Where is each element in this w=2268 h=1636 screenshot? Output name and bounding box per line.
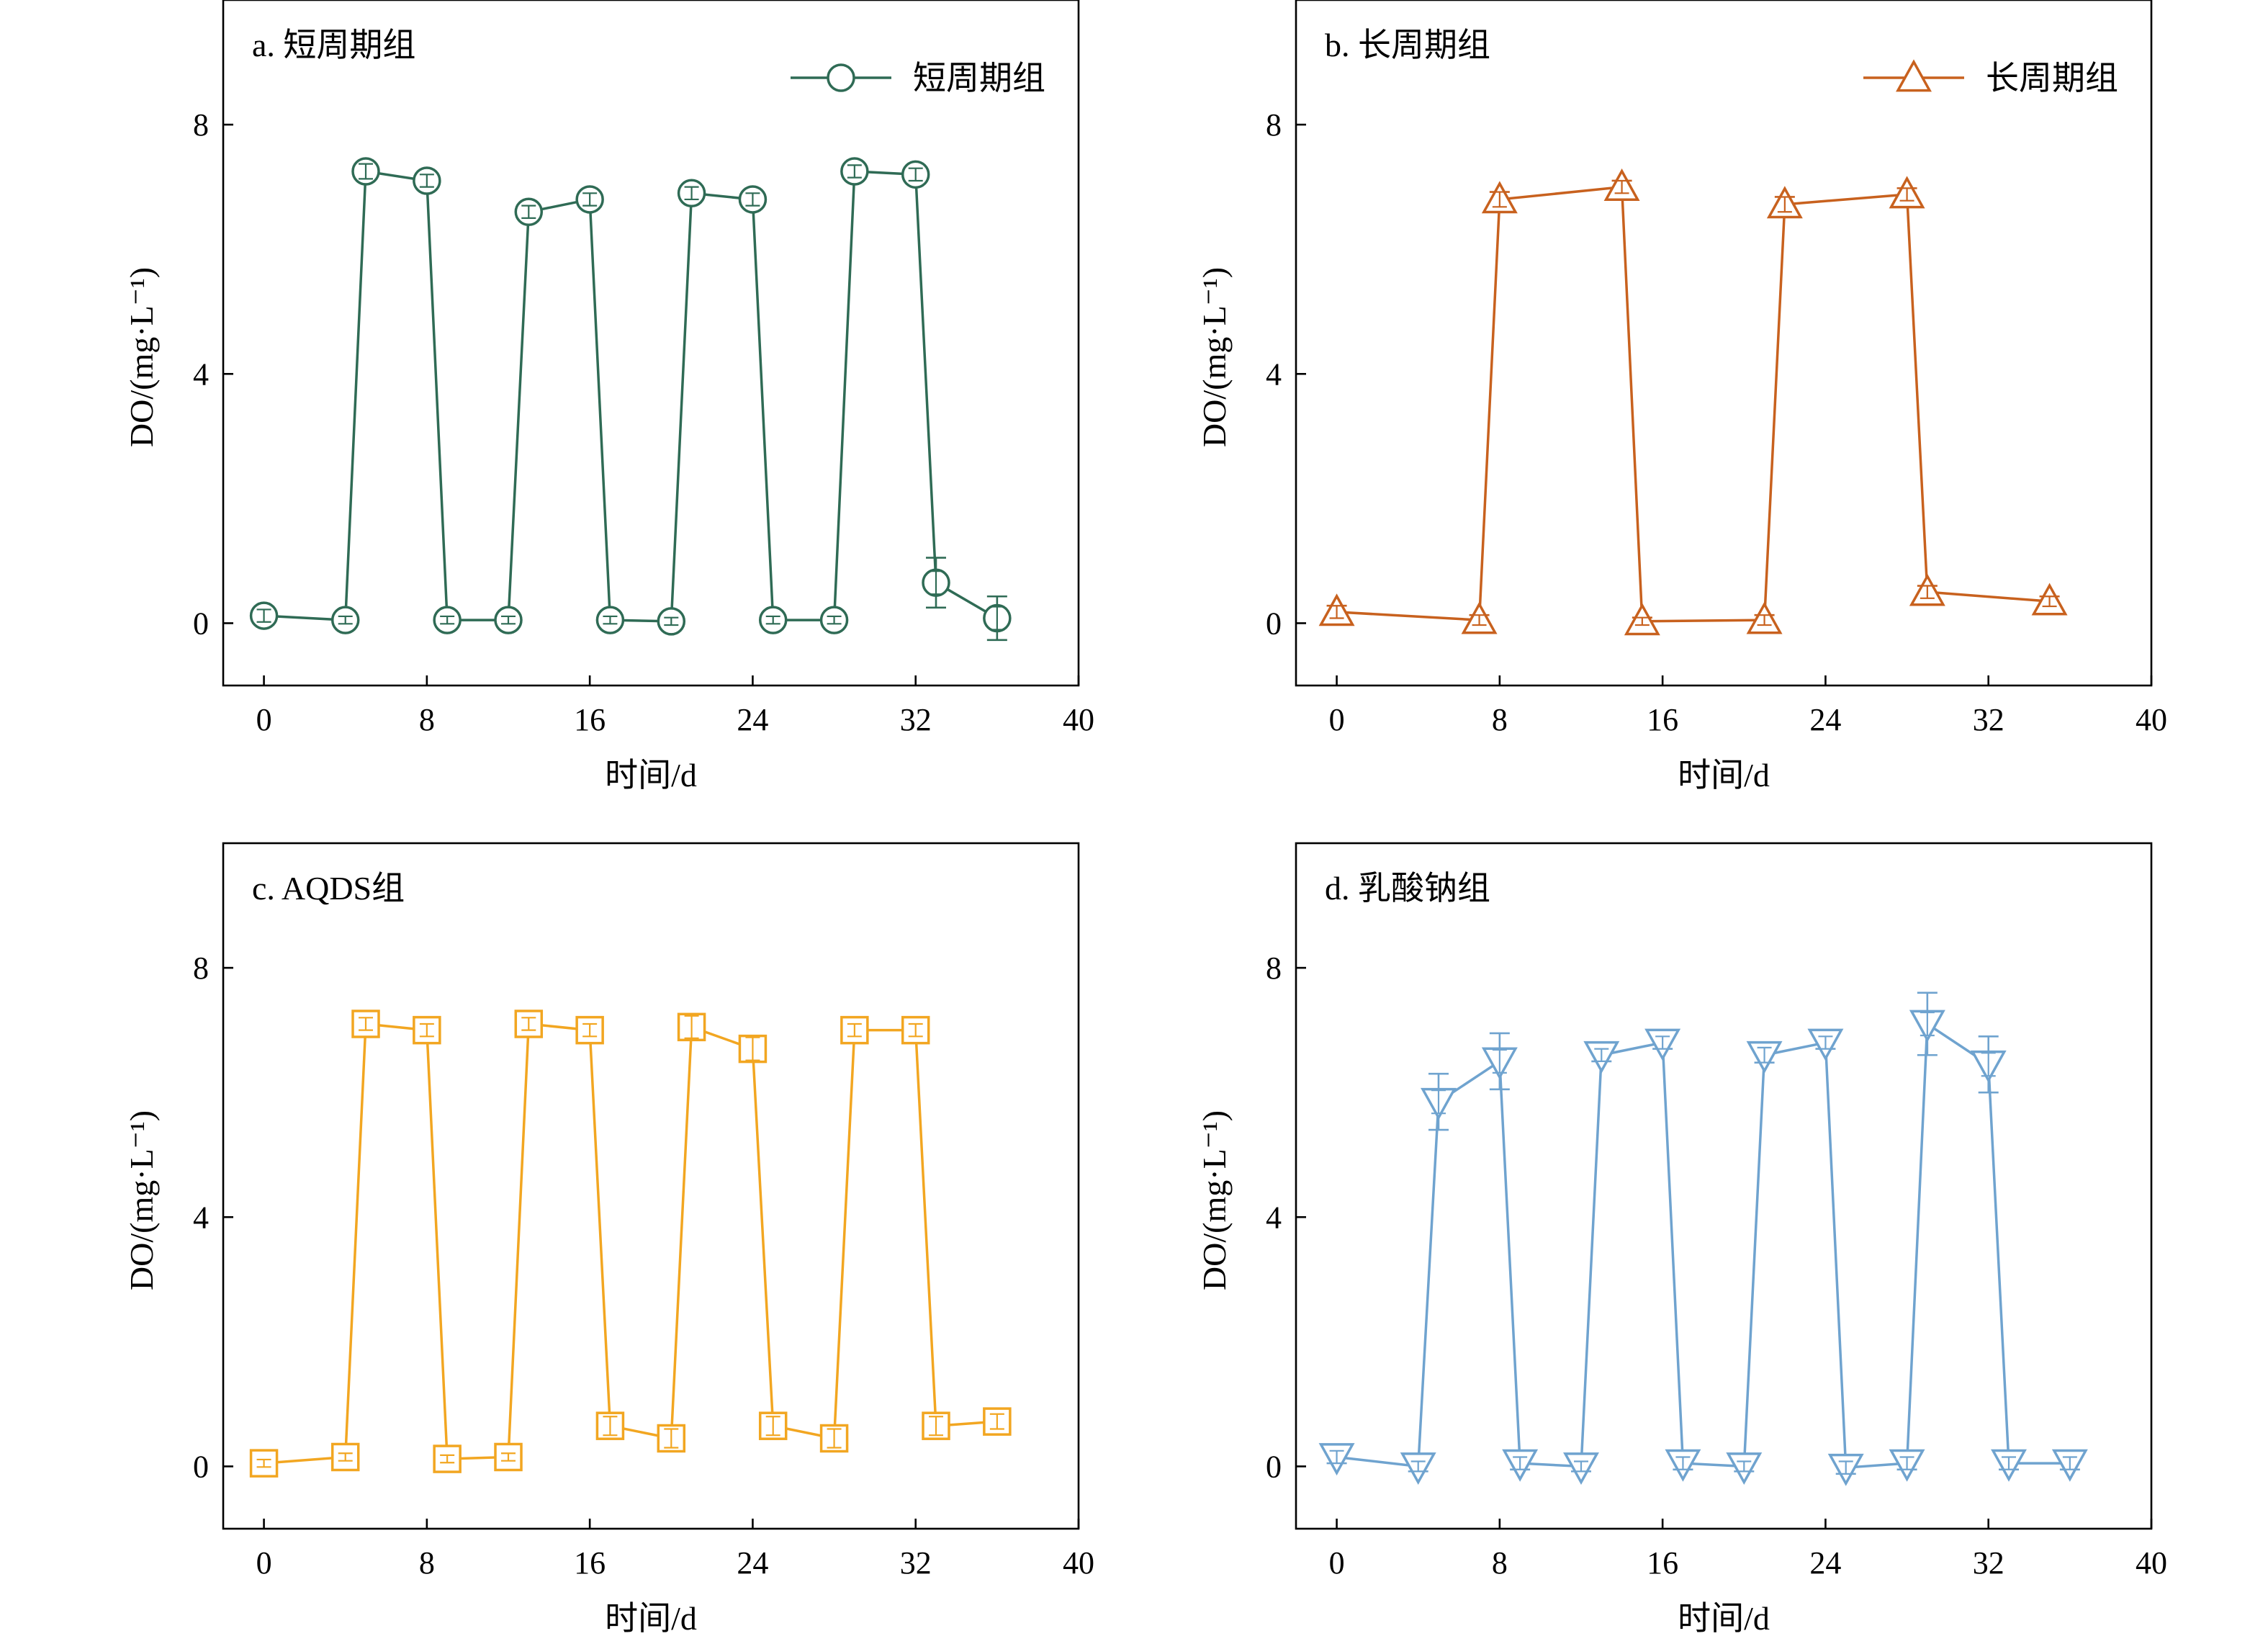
y-tick-label: 8 xyxy=(1266,107,1282,143)
y-tick-label: 0 xyxy=(1266,1449,1282,1484)
y-axis-label: DO/(mg·L⁻¹) xyxy=(123,267,160,447)
y-axis-label: DO/(mg·L⁻¹) xyxy=(1196,267,1233,447)
x-tick-label: 0 xyxy=(1329,702,1345,737)
x-axis-label: 时间/d xyxy=(605,1600,697,1636)
x-tick-label: 32 xyxy=(900,1545,932,1581)
x-tick-label: 24 xyxy=(737,1545,768,1581)
legend-label: 长周期组 xyxy=(1986,60,2118,96)
series-line xyxy=(1336,185,2050,623)
x-tick-label: 40 xyxy=(2136,1545,2167,1581)
legend: 长周期组 xyxy=(1863,59,2118,96)
x-tick-label: 32 xyxy=(900,702,932,737)
legend-marker xyxy=(1896,59,1932,92)
x-tick-label: 40 xyxy=(1063,702,1094,737)
panel-title: b. 长周期组 xyxy=(1325,27,1490,63)
data-point xyxy=(330,1442,360,1472)
plot-frame xyxy=(1295,842,2153,1530)
x-tick-label: 24 xyxy=(737,702,768,737)
series-line xyxy=(264,169,998,623)
plot-frame xyxy=(1295,0,2153,687)
series-line xyxy=(1336,1021,2070,1470)
y-tick-label: 8 xyxy=(193,950,209,986)
plot-frame xyxy=(222,842,1080,1530)
x-tick-label: 0 xyxy=(1329,1545,1345,1581)
legend-label: 短周期组 xyxy=(913,60,1045,96)
x-tick-label: 40 xyxy=(2136,702,2167,737)
legend: 短周期组 xyxy=(791,60,1045,96)
x-tick-label: 8 xyxy=(419,702,435,737)
panel-title: d. 乳酸钠组 xyxy=(1325,870,1490,907)
x-tick-label: 16 xyxy=(574,702,606,737)
y-tick-label: 0 xyxy=(1266,606,1282,641)
x-axis-label: 时间/d xyxy=(1678,1600,1770,1636)
y-tick-label: 8 xyxy=(193,107,209,143)
y-tick-label: 4 xyxy=(1266,1200,1282,1235)
x-tick-label: 8 xyxy=(1492,702,1508,737)
y-tick-label: 4 xyxy=(193,1200,209,1235)
x-axis-label: 时间/d xyxy=(1678,757,1770,794)
y-axis-label: DO/(mg·L⁻¹) xyxy=(1196,1110,1233,1290)
panel-title: c. AQDS组 xyxy=(252,870,405,907)
y-tick-label: 4 xyxy=(193,356,209,392)
x-axis-label: 时间/d xyxy=(605,757,697,794)
x-tick-label: 24 xyxy=(1809,1545,1841,1581)
y-tick-label: 0 xyxy=(193,606,209,641)
x-tick-label: 8 xyxy=(1492,1545,1508,1581)
x-tick-label: 32 xyxy=(1973,702,2004,737)
panel-d: 0 8 16 24 32 40 0 4 8 时间/d DO/(mg·L⁻¹) d. 乳酸钠组 xyxy=(1196,842,2167,1636)
x-tick-label: 40 xyxy=(1063,1545,1094,1581)
data-point xyxy=(840,1015,869,1045)
series-line xyxy=(264,1022,997,1465)
x-tick-label: 24 xyxy=(1809,702,1841,737)
x-tick-label: 16 xyxy=(1647,702,1678,737)
y-tick-label: 8 xyxy=(1266,950,1282,986)
plot-frame xyxy=(222,0,1080,687)
x-tick-label: 8 xyxy=(419,1545,435,1581)
x-tick-label: 0 xyxy=(256,702,272,737)
x-tick-label: 16 xyxy=(574,1545,606,1581)
x-tick-label: 32 xyxy=(1973,1545,2004,1581)
y-axis-label: DO/(mg·L⁻¹) xyxy=(123,1110,160,1290)
y-tick-label: 0 xyxy=(193,1449,209,1484)
panel-c: 0 8 16 24 32 40 0 4 8 时间/d DO/(mg·L⁻¹) c. AQDS组 xyxy=(123,842,1094,1636)
legend-marker xyxy=(827,63,855,92)
y-tick-label: 4 xyxy=(1266,356,1282,392)
x-tick-label: 0 xyxy=(256,1545,272,1581)
data-point xyxy=(901,1015,930,1045)
x-tick-label: 16 xyxy=(1647,1545,1678,1581)
panel-title: a. 短周期组 xyxy=(252,27,415,63)
